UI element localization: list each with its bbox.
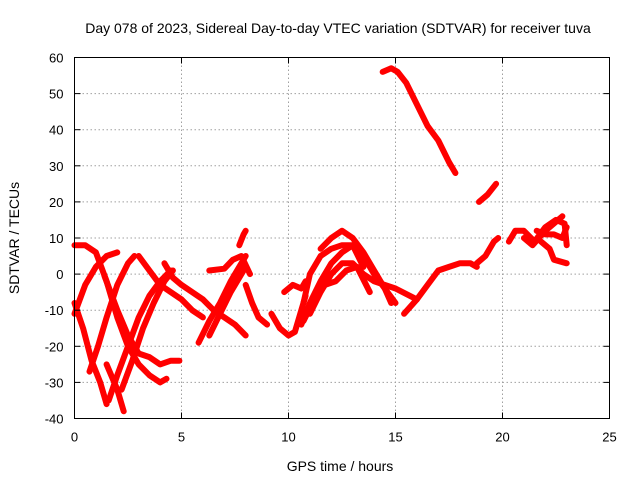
y-tick-label: -20 xyxy=(45,339,64,354)
series-track-22 xyxy=(317,227,395,306)
y-tick-label: 30 xyxy=(49,159,63,174)
x-tick-label: 25 xyxy=(602,430,616,445)
series-track-23 xyxy=(401,260,480,317)
x-tick-label: 15 xyxy=(388,430,402,445)
series-track-2 xyxy=(71,300,110,408)
series-track-12 xyxy=(206,263,249,339)
x-tick-label: 0 xyxy=(71,430,78,445)
y-tick-label: -40 xyxy=(45,412,64,427)
y-tick-label: 40 xyxy=(49,123,63,138)
y-tick-label: 10 xyxy=(49,231,63,246)
x-tick-label: 10 xyxy=(281,430,295,445)
series-track-1 xyxy=(71,242,170,386)
series-track-26 xyxy=(476,180,500,205)
y-tick-label: -10 xyxy=(45,303,64,318)
y-tick-label: 60 xyxy=(49,51,63,66)
x-tick-label: 5 xyxy=(178,430,185,445)
y-tick-label: 50 xyxy=(49,87,63,102)
series-track-3 xyxy=(71,249,121,317)
x-tick-label: 20 xyxy=(495,430,509,445)
x-axis-label: GPS time / hours xyxy=(287,458,394,474)
y-tick-label: 20 xyxy=(49,195,63,210)
chart-title: Day 078 of 2023, Sidereal Day-to-day VTE… xyxy=(85,20,591,36)
data-series xyxy=(71,65,570,415)
series-track-21 xyxy=(306,260,420,317)
y-tick-label: 0 xyxy=(56,267,63,282)
series-track-30 xyxy=(520,213,566,249)
series-track-8 xyxy=(118,267,176,393)
series-track-25 xyxy=(379,65,459,176)
series-track-9 xyxy=(135,253,206,321)
series-track-15 xyxy=(242,281,271,328)
series-track-5 xyxy=(101,272,183,368)
series-track-17 xyxy=(281,278,309,296)
series-track-16 xyxy=(268,292,309,339)
series-track-24 xyxy=(473,235,502,267)
series-track-10 xyxy=(161,260,249,339)
y-axis-label: SDTVAR / TECUs xyxy=(6,182,22,294)
series-track-13 xyxy=(206,253,253,278)
series-track-14 xyxy=(236,227,249,249)
series-track-29 xyxy=(538,238,570,267)
y-tick-label: -30 xyxy=(45,375,64,390)
series-track-6 xyxy=(103,361,127,415)
axis-ticks: 0 5 10 15 20 25 -40 -30 -20 -10 0 10 20 30 40 50 60 xyxy=(45,51,617,445)
